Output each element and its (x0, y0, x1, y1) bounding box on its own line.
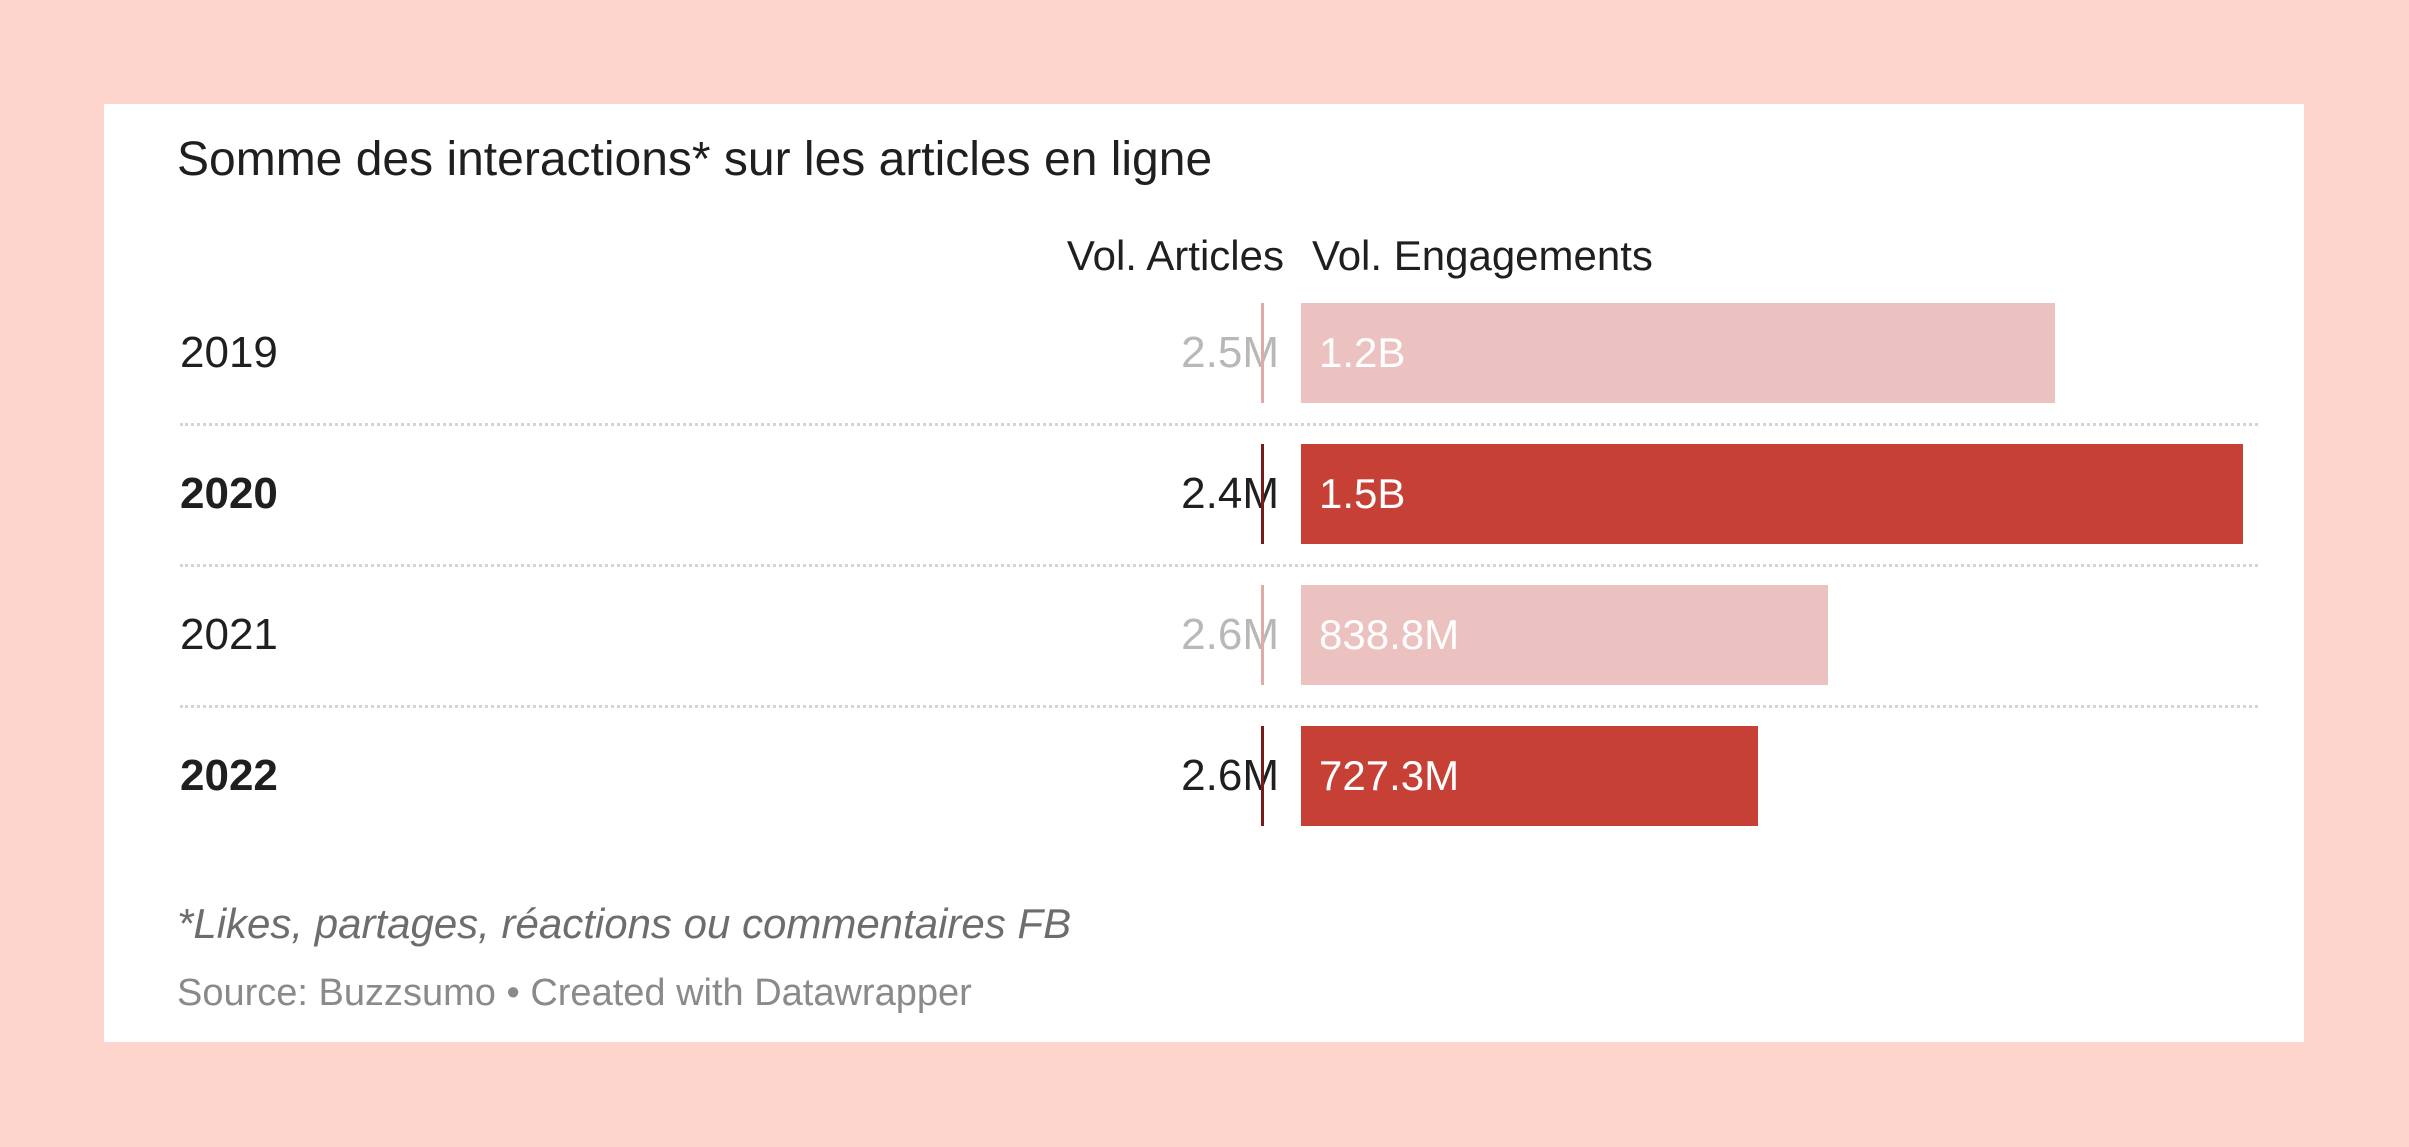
row-year-label: 2022 (180, 751, 278, 800)
row-divider (180, 705, 2258, 708)
table-row: 2021 2.6M 838.8M (104, 585, 2304, 685)
engagement-value-label: 1.5B (1319, 470, 1406, 517)
chart-card: Somme des interactions* sur les articles… (104, 104, 2304, 1042)
column-header-engagements: Vol. Engagements (1312, 232, 1653, 279)
engagement-bar: 727.3M (1301, 726, 1758, 826)
table-row: 2022 2.6M 727.3M (104, 726, 2304, 826)
row-divider (180, 564, 2258, 567)
articles-tick (1261, 726, 1264, 826)
engagement-bar: 1.2B (1301, 303, 2055, 403)
column-header-articles: Vol. Articles (1066, 232, 1284, 279)
articles-value: 2.6M (1181, 610, 1279, 659)
articles-value: 2.5M (1181, 328, 1279, 377)
engagement-value-label: 1.2B (1319, 329, 1406, 376)
articles-value: 2.6M (1181, 751, 1279, 800)
articles-value: 2.4M (1181, 469, 1279, 518)
engagement-bar: 838.8M (1301, 585, 1828, 685)
row-year-label: 2020 (180, 469, 278, 518)
row-year-label: 2021 (180, 610, 278, 659)
footnote: *Likes, partages, réactions ou commentai… (177, 900, 1072, 947)
articles-tick (1261, 444, 1264, 544)
articles-tick (1261, 303, 1264, 403)
articles-tick (1261, 585, 1264, 685)
row-year-label: 2019 (180, 328, 278, 377)
source-line: Source: Buzzsumo • Created with Datawrap… (177, 972, 972, 1014)
engagement-bar: 1.5B (1301, 444, 2243, 544)
engagement-value-label: 727.3M (1319, 752, 1460, 799)
chart-title: Somme des interactions* sur les articles… (177, 133, 1213, 186)
chart-rows: 2019 2.5M 1.2B 2020 2.4M 1.5B 2021 2.6M 838.8M 20… (104, 104, 2304, 1042)
table-row: 2020 2.4M 1.5B (104, 444, 2304, 544)
engagement-value-label: 838.8M (1319, 611, 1460, 658)
table-row: 2019 2.5M 1.2B (104, 303, 2304, 403)
row-divider (180, 423, 2258, 426)
